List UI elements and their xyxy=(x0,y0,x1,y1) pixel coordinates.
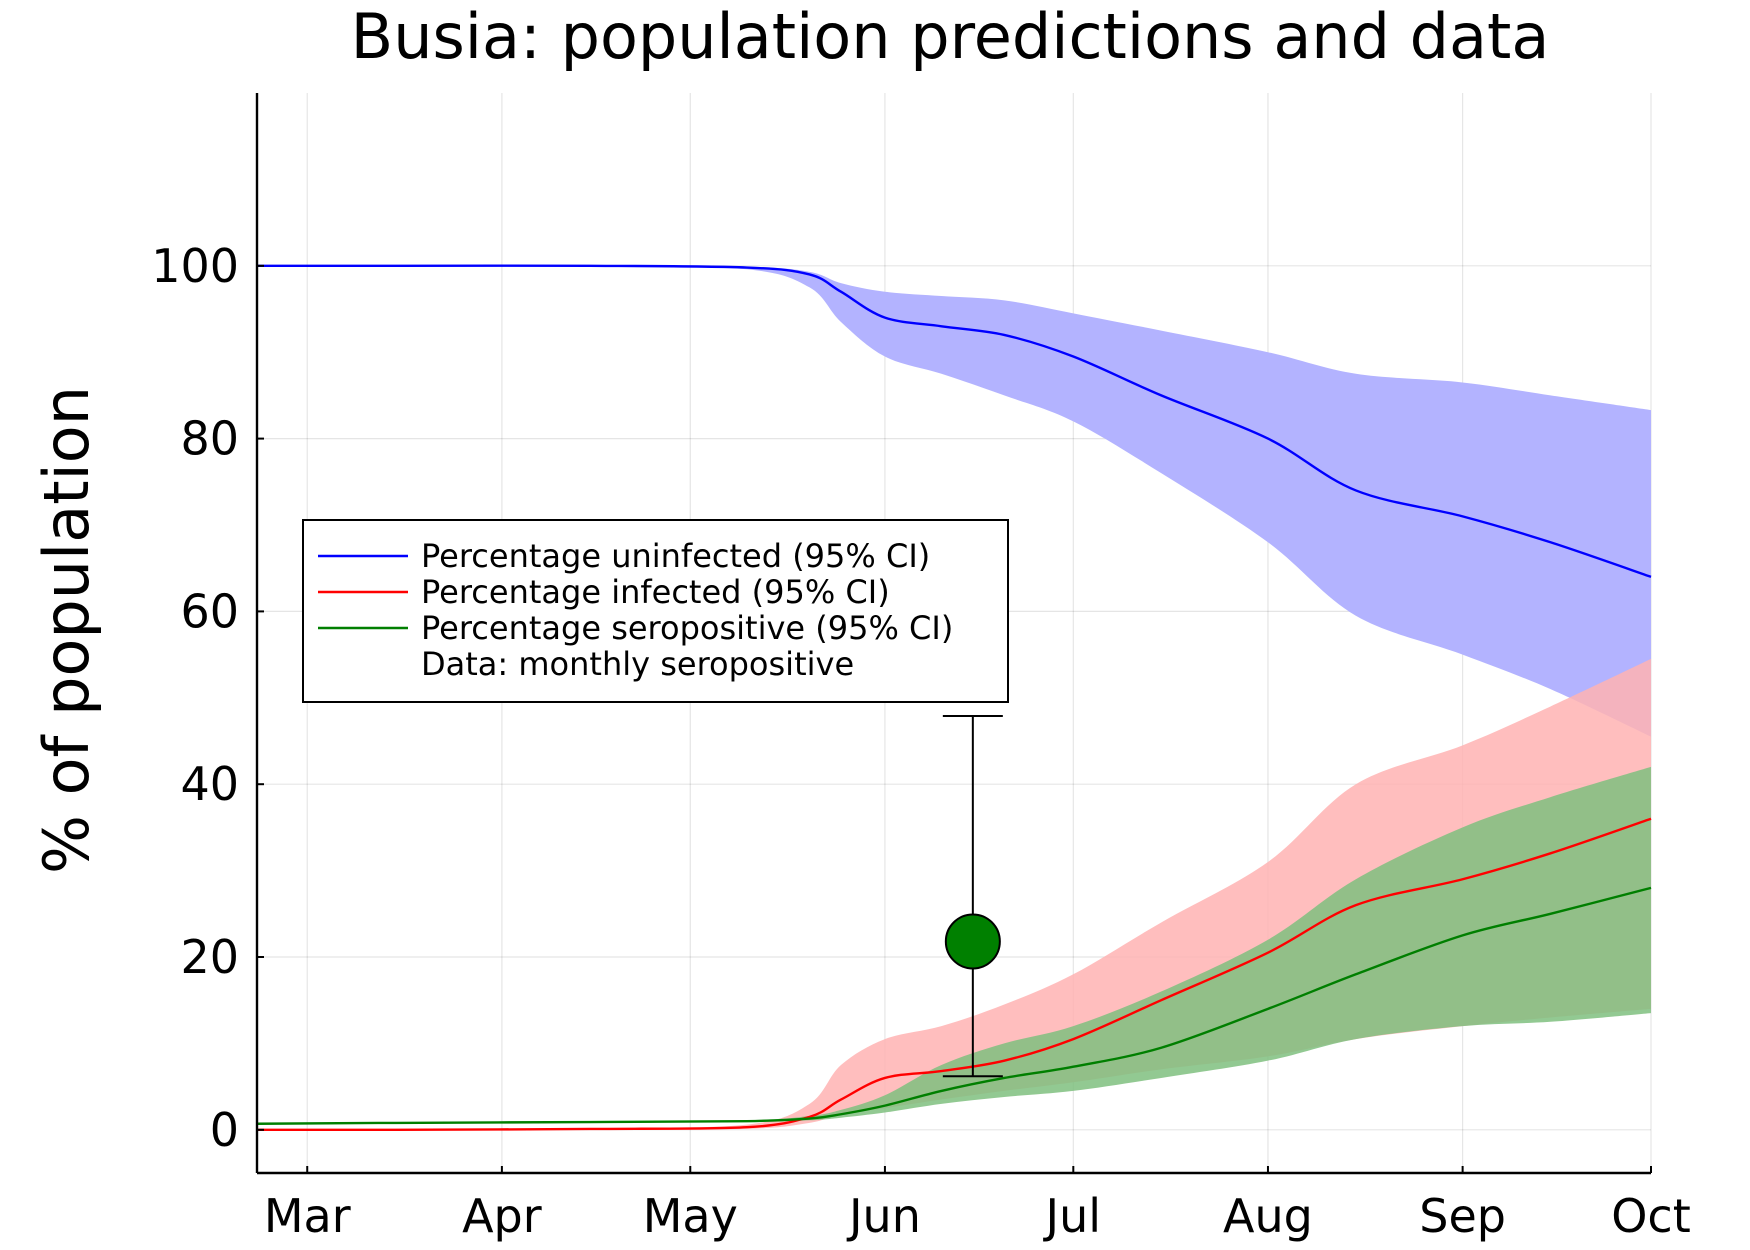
legend-label-1: Percentage uninfected (95% CI) xyxy=(421,537,930,575)
x-tick-label: Apr xyxy=(462,1189,542,1243)
x-tick-label: May xyxy=(643,1189,738,1243)
y-tick-label: 80 xyxy=(180,412,239,466)
x-tick-label: Jun xyxy=(846,1189,921,1243)
ci-band-3 xyxy=(257,766,1651,1124)
y-tick-label: 60 xyxy=(180,584,239,638)
y-axis-label: % of population xyxy=(30,386,103,874)
x-tick-label: Mar xyxy=(264,1189,351,1243)
axes: 0 20 40 60 80 100 Mar Apr May Jun Jul Aug Sep Oct xyxy=(151,93,1691,1243)
y-tick-label: 0 xyxy=(210,1103,239,1157)
chart-title: Busia: population predictions and data xyxy=(351,0,1550,73)
series-line-1 xyxy=(257,264,1652,578)
ci-band-1 xyxy=(257,265,1651,737)
series-line-3 xyxy=(256,886,1652,1125)
legend-box xyxy=(302,519,1009,703)
legend-label-3: Percentage seropositive (95% CI) xyxy=(421,609,953,647)
y-tick-label: 100 xyxy=(151,239,239,293)
x-tick-label: Oct xyxy=(1611,1189,1691,1243)
series-line-2 xyxy=(256,817,1652,1132)
ci-bands xyxy=(257,265,1651,1130)
legend-label-2: Percentage infected (95% CI) xyxy=(421,573,890,611)
series-lines xyxy=(256,264,1652,1132)
x-tick-label: Aug xyxy=(1223,1189,1313,1243)
x-tick-label: Sep xyxy=(1419,1189,1506,1243)
x-tick-label: Jul xyxy=(1043,1189,1102,1243)
legend: Percentage uninfected (95% CI)Percentage… xyxy=(302,519,1009,703)
data-point xyxy=(944,913,1001,970)
legend-label-4: Data: monthly seropositive xyxy=(421,645,854,683)
data-points xyxy=(942,714,1003,1078)
y-tick-label: 40 xyxy=(180,757,239,811)
y-tick-label: 20 xyxy=(180,930,239,984)
